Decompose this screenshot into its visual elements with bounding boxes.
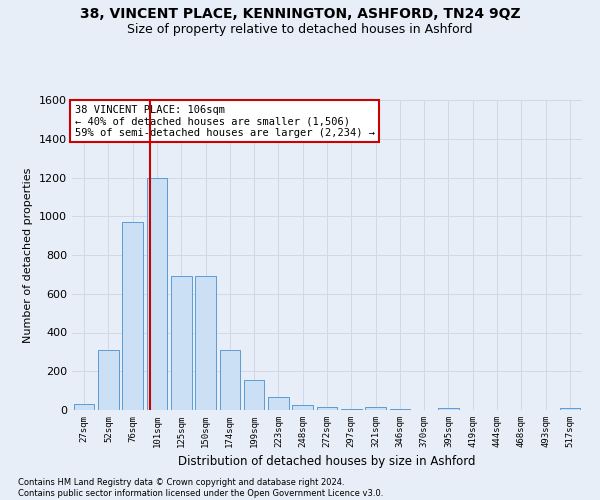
Text: Contains HM Land Registry data © Crown copyright and database right 2024.
Contai: Contains HM Land Registry data © Crown c… xyxy=(18,478,383,498)
Bar xyxy=(365,407,386,410)
Bar xyxy=(389,409,410,410)
Bar xyxy=(146,178,167,410)
Text: Size of property relative to detached houses in Ashford: Size of property relative to detached ho… xyxy=(127,24,473,36)
Text: 38 VINCENT PLACE: 106sqm
← 40% of detached houses are smaller (1,506)
59% of sem: 38 VINCENT PLACE: 106sqm ← 40% of detach… xyxy=(74,104,374,138)
Bar xyxy=(98,350,119,410)
Bar xyxy=(292,405,313,410)
Bar xyxy=(560,408,580,410)
Bar xyxy=(317,407,337,410)
Y-axis label: Number of detached properties: Number of detached properties xyxy=(23,168,34,342)
Text: 38, VINCENT PLACE, KENNINGTON, ASHFORD, TN24 9QZ: 38, VINCENT PLACE, KENNINGTON, ASHFORD, … xyxy=(80,8,520,22)
Bar xyxy=(244,380,265,410)
Bar xyxy=(171,276,191,410)
Bar xyxy=(220,350,240,410)
Bar xyxy=(195,276,216,410)
Bar xyxy=(74,404,94,410)
X-axis label: Distribution of detached houses by size in Ashford: Distribution of detached houses by size … xyxy=(178,456,476,468)
Bar xyxy=(268,398,289,410)
Bar xyxy=(122,222,143,410)
Bar xyxy=(438,408,459,410)
Bar xyxy=(341,409,362,410)
